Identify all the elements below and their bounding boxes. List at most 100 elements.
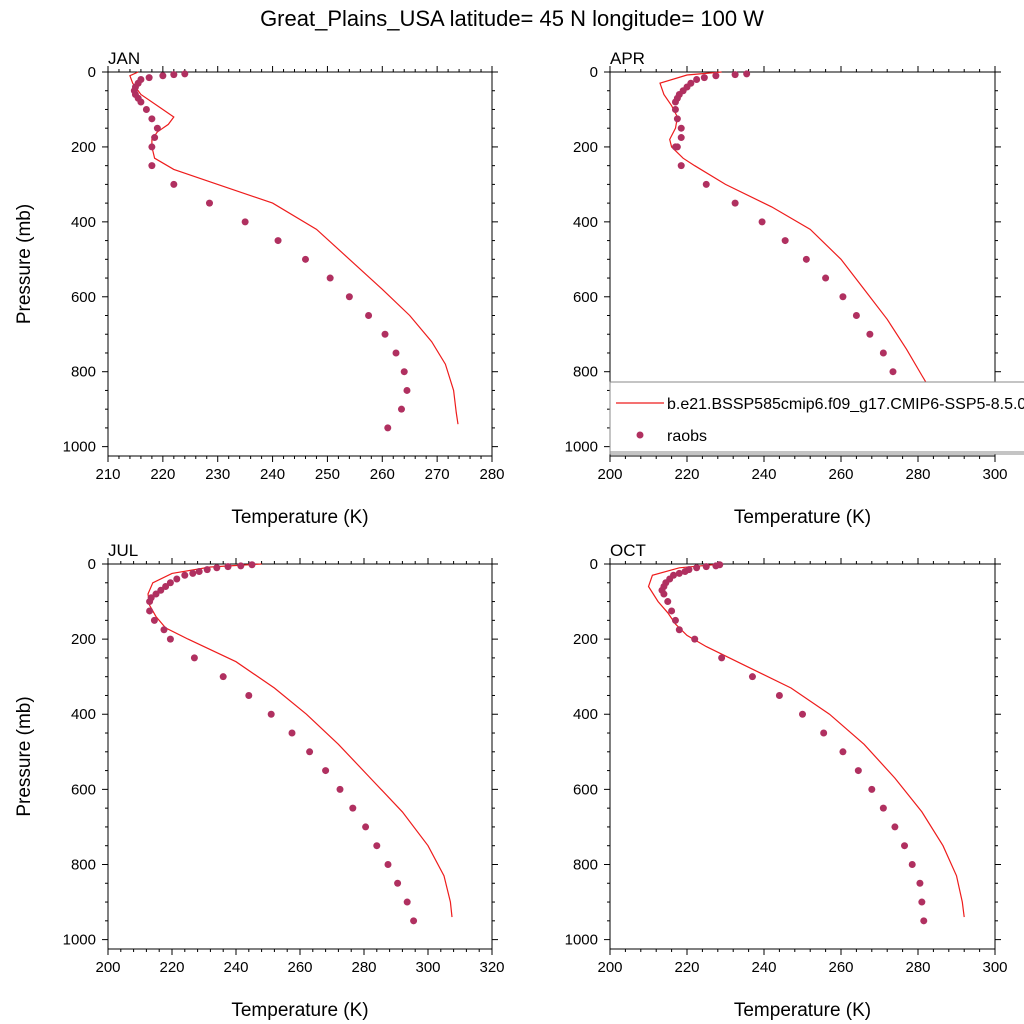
panel-title: JUL	[108, 541, 138, 560]
raobs-point	[839, 748, 847, 756]
raobs-point	[731, 71, 739, 79]
y-tick-label: 800	[573, 364, 598, 381]
raobs-point	[839, 293, 847, 301]
raobs-point	[145, 74, 153, 82]
raobs-point	[671, 143, 679, 151]
x-tick-label: 300	[982, 959, 1007, 976]
raobs-point	[677, 162, 685, 170]
x-tick-label: 280	[351, 959, 376, 976]
model-profile-line	[647, 563, 965, 918]
raobs-point	[170, 180, 178, 188]
x-axis-label: Temperature (K)	[231, 1000, 368, 1021]
panel-jan: JAN 210 220 230 240 250 260 270 280 0 200 400 600 800…	[14, 49, 505, 528]
raobs-point	[274, 237, 282, 245]
figure-title: Great_Plains_USA latitude= 45 N longitud…	[260, 6, 764, 31]
x-tick-label: 270	[425, 466, 450, 483]
raobs-point	[394, 879, 402, 887]
model-profile-line	[129, 71, 459, 425]
x-tick-label: 200	[597, 466, 622, 483]
raobs-point	[671, 98, 679, 106]
raobs-point	[166, 579, 174, 587]
x-tick-label: 220	[674, 959, 699, 976]
raobs-point	[403, 386, 411, 394]
raobs-point	[190, 654, 198, 662]
raobs-point	[675, 569, 683, 577]
raobs-point	[901, 842, 909, 850]
raobs-point	[758, 218, 766, 226]
raobs-point	[671, 616, 679, 624]
raobs-point	[868, 785, 876, 793]
raobs-point	[203, 566, 211, 574]
x-tick-label: 220	[159, 959, 184, 976]
raobs-point	[248, 561, 256, 569]
legend-box	[609, 381, 1024, 455]
y-tick-label: 400	[573, 706, 598, 723]
raobs-point	[195, 568, 203, 576]
x-tick-label: 240	[223, 959, 248, 976]
raobs-point	[224, 563, 232, 571]
x-tick-label: 260	[370, 466, 395, 483]
y-tick-label: 400	[573, 214, 598, 231]
x-tick-label: 280	[905, 959, 930, 976]
x-tick-label: 300	[415, 959, 440, 976]
raobs-point	[166, 635, 174, 643]
raobs-point	[673, 115, 681, 123]
raobs-point	[241, 218, 249, 226]
x-tick-label: 250	[315, 466, 340, 483]
y-axis-label: Pressure (mb)	[14, 204, 35, 324]
y-tick-label: 0	[88, 556, 96, 573]
raobs-point	[693, 564, 701, 572]
y-tick-label: 200	[71, 631, 96, 648]
raobs-point	[712, 562, 720, 570]
y-tick-label: 200	[573, 631, 598, 648]
y-tick-label: 600	[71, 781, 96, 798]
raobs-point	[743, 70, 751, 78]
raobs-point	[403, 898, 411, 906]
raobs-point	[336, 785, 344, 793]
panel-title: APR	[610, 49, 645, 68]
raobs-point	[820, 729, 828, 737]
y-tick-label: 800	[573, 856, 598, 873]
x-tick-label: 210	[95, 466, 120, 483]
y-tick-label: 800	[71, 856, 96, 873]
panel-oct: OCT 200 220 240 260 280 300 0 200 400 600 800 1000 Te…	[565, 541, 1008, 1021]
panel-jul: JUL 200 220 240 260 280 300 320 0 200 400 600 800 100…	[14, 541, 505, 1021]
y-tick-label: 1000	[63, 932, 96, 949]
raobs-point	[681, 568, 689, 576]
panels: JAN 210 220 230 240 250 260 270 280 0 200 400 600 800…	[14, 49, 1024, 1021]
x-tick-label: 320	[479, 959, 504, 976]
raobs-point	[700, 74, 708, 82]
raobs-point	[822, 274, 830, 282]
raobs-point	[326, 274, 334, 282]
raobs-point	[400, 368, 408, 376]
y-tick-label: 1000	[565, 439, 598, 456]
raobs-point	[213, 564, 221, 572]
raobs-point	[148, 115, 156, 123]
raobs-point	[205, 199, 213, 207]
x-tick-label: 240	[751, 959, 776, 976]
raobs-point	[691, 635, 699, 643]
raobs-point	[799, 710, 806, 718]
raobs-point	[677, 134, 685, 142]
raobs-point	[345, 293, 353, 301]
x-tick-label: 260	[828, 959, 853, 976]
raobs-point	[918, 898, 926, 906]
raobs-point	[677, 124, 685, 132]
plot-frame	[107, 563, 493, 950]
raobs-point	[748, 673, 756, 681]
x-tick-label: 220	[150, 466, 175, 483]
y-tick-label: 1000	[63, 439, 96, 456]
raobs-point	[891, 823, 899, 831]
raobs-point	[392, 349, 400, 357]
raobs-point	[660, 590, 668, 598]
y-tick-label: 0	[590, 64, 598, 81]
raobs-point	[148, 162, 156, 170]
raobs-point	[852, 312, 860, 320]
raobs-point	[675, 626, 683, 634]
raobs-point	[854, 767, 862, 775]
x-tick-label: 300	[982, 466, 1007, 483]
raobs-point	[731, 199, 739, 207]
x-tick-label: 230	[205, 466, 230, 483]
raobs-point	[664, 598, 672, 606]
legend-obs-label: raobs	[667, 428, 707, 445]
